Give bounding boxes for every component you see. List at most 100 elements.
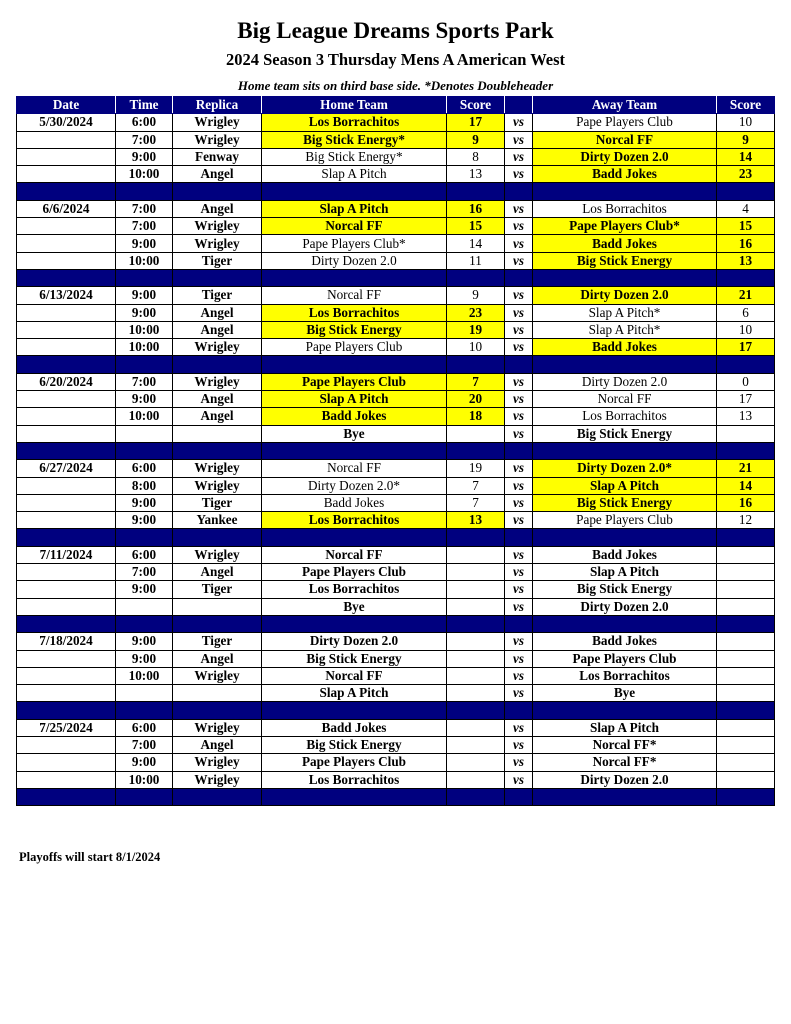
separator-cell [261,701,447,720]
replica-cell: Angel [172,407,262,426]
separator-cell [261,787,447,807]
away-score-cell [716,770,775,789]
home-score-cell [446,580,505,599]
separator-cell [532,355,717,374]
away-team-cell: Pape Players Club [532,113,717,132]
time-cell: 9:00 [115,234,173,253]
away-team-cell: Dirty Dozen 2.0* [532,459,717,478]
replica-cell: Angel [172,390,262,409]
game-row: 9:00 Angel Big Stick Energy vs Pape Players … [16,649,775,668]
replica-cell: Angel [172,563,262,582]
week-separator [16,441,775,461]
schedule-table: Date Time Replica Home Team Score Away T… [16,95,775,807]
home-team-cell: Big Stick Energy [261,649,447,668]
game-row: 7:00 Angel Big Stick Energy vs Norcal FF* [16,735,775,755]
away-score-cell: 4 [716,199,775,219]
replica-cell: Wrigley [172,459,262,478]
separator-cell [504,528,533,547]
separator-cell [716,614,775,634]
away-score-cell: 0 [716,372,775,392]
replica-cell: Wrigley [172,753,262,772]
home-team-cell: Pape Players Club* [261,234,447,253]
home-team-cell: Big Stick Energy* [261,147,447,167]
game-row: 9:00 Wrigley Pape Players Club* 14 vs Badd Jo… [16,234,775,253]
away-team-cell: Big Stick Energy [532,580,717,599]
away-team-cell: Los Borrachitos [532,407,717,426]
home-team-cell: Big Stick Energy [261,320,447,340]
home-team-cell: Badd Jokes [261,493,447,513]
away-team-cell: Badd Jokes [532,545,717,565]
away-score-cell: 10 [716,320,775,340]
week-separator [16,528,775,547]
date-cell [16,563,116,582]
separator-cell [16,701,116,720]
home-team-cell: Norcal FF [261,666,447,686]
vs-cell: vs [504,476,533,495]
separator-cell [446,614,505,634]
replica-cell: Angel [172,320,262,340]
vs-cell: vs [504,303,533,322]
home-score-cell [446,735,505,755]
game-row: 9:00 Fenway Big Stick Energy* 8 vs Dirty Doze… [16,147,775,167]
replica-cell: Wrigley [172,770,262,789]
home-team-cell: Dirty Dozen 2.0 [261,632,447,651]
home-score-cell [446,563,505,582]
away-team-cell: Dirty Dozen 2.0 [532,372,717,392]
separator-cell [172,182,262,201]
home-team-cell: Dirty Dozen 2.0 [261,251,447,270]
date-cell [16,511,116,530]
home-score-cell: 17 [446,113,505,132]
replica-cell: Wrigley [172,372,262,392]
date-cell [16,580,116,599]
home-score-cell [446,649,505,668]
away-team-cell: Badd Jokes [532,632,717,651]
home-score-cell: 10 [446,338,505,357]
date-cell [16,390,116,409]
away-team-cell: Badd Jokes [532,338,717,357]
date-cell [16,165,116,184]
separator-cell [115,528,173,547]
away-score-cell: 9 [716,130,775,149]
away-team-cell: Badd Jokes [532,234,717,253]
time-cell: 7:00 [115,563,173,582]
away-score-cell: 14 [716,147,775,167]
separator-cell [261,355,447,374]
separator-cell [172,441,262,461]
home-team-cell: Slap A Pitch [261,684,447,703]
week-separator [16,787,775,807]
away-score-cell: 21 [716,286,775,305]
separator-cell [115,701,173,720]
vs-cell: vs [504,424,533,443]
home-score-cell: 9 [446,130,505,149]
replica-cell: Angel [172,303,262,322]
home-score-cell [446,597,505,616]
home-score-cell [446,718,505,737]
time-cell: 9:00 [115,493,173,513]
home-team-cell: Norcal FF [261,217,447,236]
vs-cell: vs [504,199,533,219]
away-team-cell: Dirty Dozen 2.0 [532,286,717,305]
separator-cell [261,441,447,461]
separator-cell [115,441,173,461]
time-cell: 9:00 [115,580,173,599]
separator-cell [716,787,775,807]
date-cell [16,770,116,789]
replica-cell: Tiger [172,493,262,513]
away-team-cell: Slap A Pitch* [532,320,717,340]
away-score-cell [716,649,775,668]
game-row: 7:00 Wrigley Big Stick Energy* 9 vs Norcal FF… [16,130,775,149]
time-cell [115,684,173,703]
away-team-cell: Big Stick Energy [532,493,717,513]
away-score-cell [716,580,775,599]
separator-cell [172,701,262,720]
date-cell: 5/30/2024 [16,113,116,132]
replica-cell: Angel [172,649,262,668]
separator-cell [504,614,533,634]
time-cell: 9:00 [115,753,173,772]
replica-cell [172,597,262,616]
away-score-cell [716,632,775,651]
vs-cell: vs [504,580,533,599]
separator-cell [446,701,505,720]
game-row: 9:00 Angel Slap A Pitch 20 vs Norcal FF 17 [16,390,775,409]
home-team-cell: Badd Jokes [261,407,447,426]
